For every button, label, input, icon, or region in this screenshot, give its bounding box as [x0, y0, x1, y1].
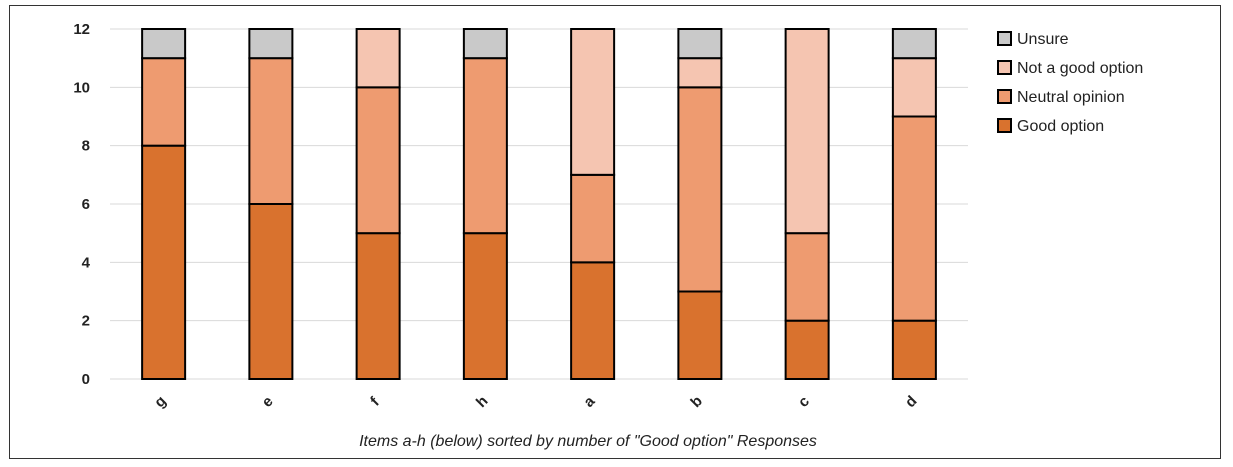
bar-segment-h-neutral-opinion [462, 57, 508, 235]
bar-segment-g-good-option [141, 144, 187, 380]
bar-segment-c-neutral-opinion [784, 232, 830, 322]
x-tick-label: b [687, 393, 706, 412]
bar-segment-d-not-a-good-option [891, 57, 937, 118]
x-tick-label: f [367, 393, 383, 409]
bar-segment-g-neutral-opinion [141, 57, 187, 147]
y-tick-label: 10 [73, 79, 90, 96]
bar-segment-a-not-a-good-option [570, 28, 616, 176]
gridlines [110, 28, 968, 380]
bar-segment-b-unsure [677, 28, 723, 60]
x-axis-label: Items a-h (below) sorted by number of "G… [359, 433, 817, 450]
bar-segment-a-neutral-opinion [570, 173, 616, 264]
legend-label: Good option [1017, 118, 1104, 135]
bar-segment-e-neutral-opinion [248, 57, 294, 205]
x-tick-label: e [259, 393, 277, 411]
legend-label: Unsure [1017, 31, 1069, 48]
bar-segment-f-good-option [355, 232, 401, 380]
bar-segment-c-not-a-good-option [784, 28, 830, 235]
legend-label: Neutral opinion [1017, 89, 1125, 106]
bar-segment-a-good-option [570, 261, 616, 381]
legend-swatch [997, 60, 1012, 75]
y-tick-label: 4 [82, 254, 91, 271]
x-tick-label: a [580, 392, 598, 410]
bars [141, 28, 937, 381]
bar-segment-b-not-a-good-option [677, 57, 723, 89]
bar-segment-h-good-option [462, 232, 508, 380]
y-axis-ticks: 0 2 4 6 8 10 12 [73, 21, 90, 388]
y-tick-label: 2 [82, 313, 90, 330]
bar-segment-e-good-option [248, 203, 294, 380]
x-tick-label: c [795, 393, 813, 411]
bar-segment-c-good-option [784, 319, 830, 380]
bar-segment-g-unsure [141, 28, 187, 60]
bar-segment-b-neutral-opinion [677, 86, 723, 293]
bar-segment-f-not-a-good-option [355, 28, 401, 89]
bar-segment-f-neutral-opinion [355, 86, 401, 235]
bar-segment-b-good-option [677, 290, 723, 380]
bar-segment-e-unsure [248, 28, 294, 60]
x-tick-label: h [473, 393, 492, 412]
x-tick-label: d [902, 393, 921, 412]
legend-swatch [997, 118, 1012, 133]
bar-segment-h-unsure [462, 28, 508, 60]
legend-swatch [997, 31, 1012, 46]
bar-segment-d-neutral-opinion [891, 115, 937, 322]
bar-segment-d-unsure [891, 28, 937, 60]
y-tick-label: 6 [82, 196, 90, 213]
bar-segment-d-good-option [891, 319, 937, 380]
legend-label: Not a good option [1017, 60, 1143, 77]
y-tick-label: 0 [82, 371, 90, 388]
y-tick-label: 12 [73, 21, 90, 38]
x-tick-label: g [151, 393, 170, 412]
legend-swatch [997, 89, 1012, 104]
y-tick-label: 8 [82, 138, 90, 155]
legend: Unsure Not a good option Neutral opinion Go… [997, 31, 1143, 135]
